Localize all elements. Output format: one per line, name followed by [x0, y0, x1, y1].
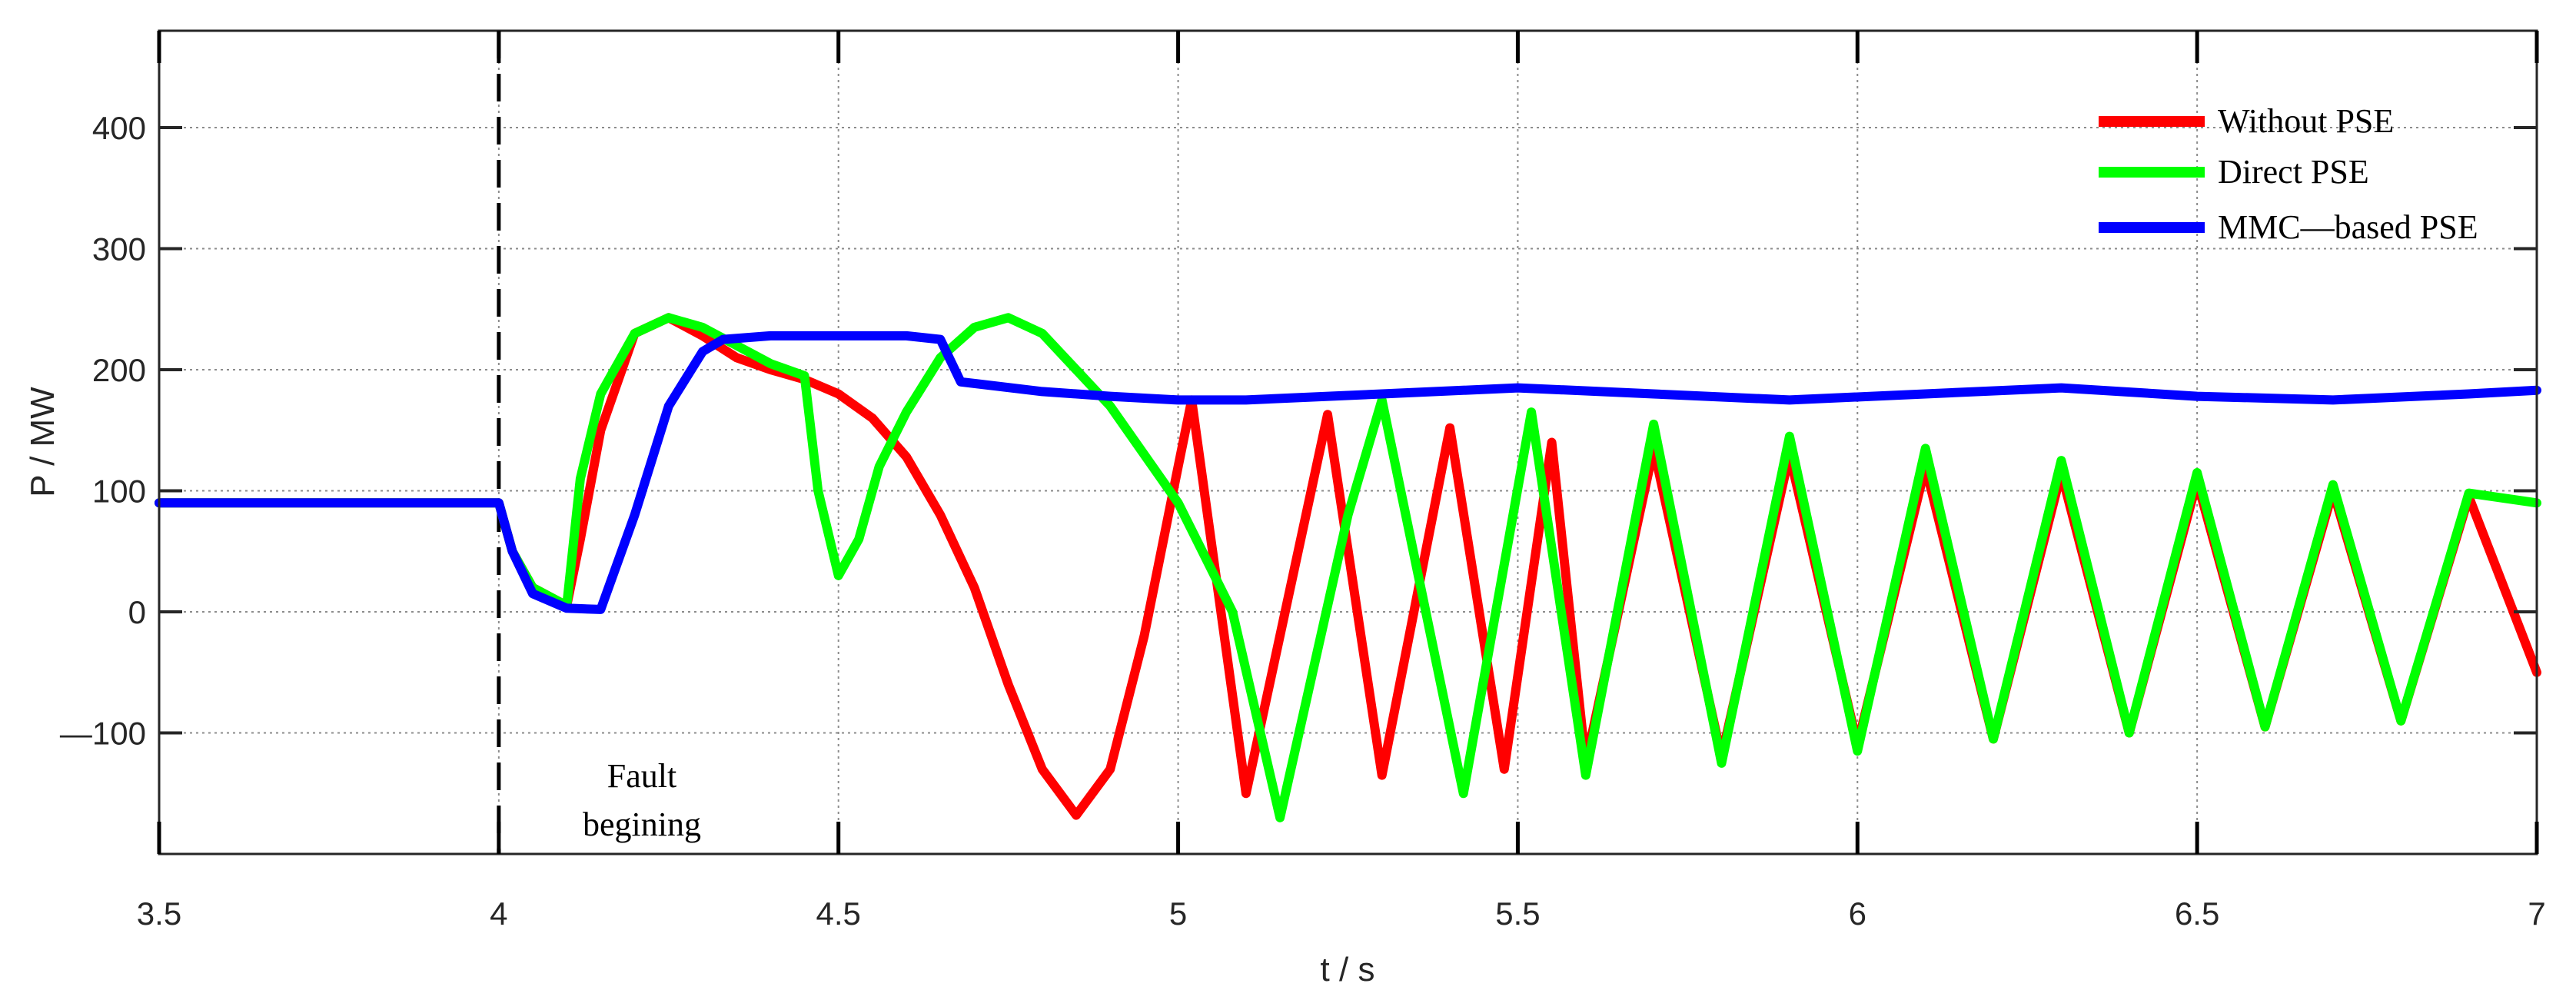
annotation-line-2: begining: [583, 806, 701, 843]
x-tick-label: 6.5: [2175, 895, 2219, 932]
legend-label-mmc-based-pse: MMC—based PSE: [2218, 208, 2478, 246]
axis-ticks: 3.5 4 4.5 5 5.5 6 6.5 7 —100 0 100 200 300 400: [60, 31, 2546, 932]
series-lines: [155, 313, 2541, 822]
legend: Without PSE Direct PSE MMC—based PSE: [2099, 102, 2478, 246]
y-axis-label: P / MW: [24, 387, 61, 497]
plot-background: [159, 31, 2537, 854]
x-tick-label: 7: [2528, 895, 2545, 932]
y-tick-label: 300: [92, 231, 146, 267]
legend-label-direct-pse: Direct PSE: [2218, 153, 2369, 191]
x-tick-label: 4: [490, 895, 507, 932]
x-tick-label: 6: [1849, 895, 1866, 932]
x-axis-label: t / s: [1321, 951, 1375, 988]
x-tick-label: 3.5: [137, 895, 181, 932]
fault-annotation: Fault begining: [583, 757, 701, 843]
x-tick-label: 5: [1169, 895, 1187, 932]
legend-label-without-pse: Without PSE: [2218, 102, 2394, 140]
x-tick-label: 5.5: [1495, 895, 1540, 932]
y-tick-label: —100: [60, 716, 146, 752]
x-tick-label: 4.5: [816, 895, 861, 932]
y-tick-label: 0: [128, 594, 146, 630]
y-tick-label: 200: [92, 352, 146, 388]
annotation-line-1: Fault: [607, 757, 676, 795]
series-line-mmc-based-pse: [155, 331, 2541, 614]
plot-frame: [158, 29, 2538, 855]
plot-area: [159, 31, 2537, 854]
series-line-direct-pse: [155, 313, 2541, 822]
y-tick-label: 100: [92, 473, 146, 510]
y-tick-label: 400: [92, 110, 146, 146]
grid: [159, 31, 2537, 854]
